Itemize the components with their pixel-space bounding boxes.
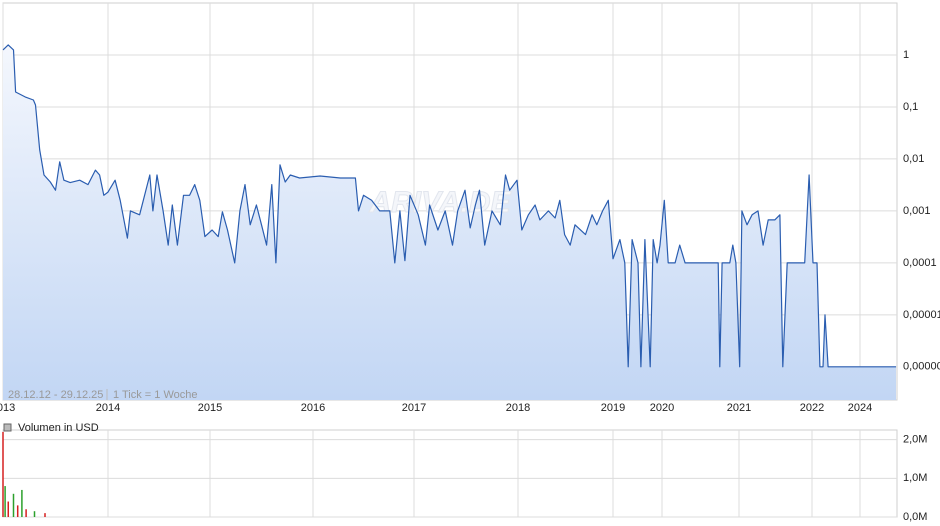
volume-bar [16,505,19,517]
y-tick-label: 0,1 [903,101,918,113]
x-tick-label: 2013 [0,402,15,414]
x-tick-label: 2019 [601,402,625,414]
x-tick-label: 2016 [301,402,325,414]
x-tick-label: 2021 [727,402,751,414]
y-tick-label: 0,001 [903,205,931,217]
x-tick-label: 2024 [848,402,872,414]
y-tick-label: 0,0001 [903,257,937,269]
mark-layer [2,44,896,517]
volume-bar [12,493,15,517]
y-tick-label: 0,01 [903,153,924,165]
volume-title: Volumen in USD [18,422,99,434]
x-tick-label: 2014 [96,402,120,414]
x-tick-label: 2017 [402,402,426,414]
y-tick-label: 2,0M [903,434,927,446]
volume-bar [33,511,36,517]
volume-frame [2,429,898,518]
y-tick-label: 0,0M [903,511,927,523]
x-tick-label: 2018 [506,402,530,414]
date-range: 28.12.12 - 29.12.25 [8,389,103,401]
x-tick-label: 2020 [650,402,674,414]
volume-bar [21,489,23,517]
volume-bar [2,431,4,517]
y-tick-label: 0,00001 [903,309,940,321]
x-tick-label: 2015 [198,402,222,414]
price-line [2,44,896,368]
volume-bar [7,501,9,517]
volume-bar [25,509,27,517]
area-layer [3,44,896,401]
y-tick-label: 1,0M [903,472,927,484]
volume-bar [4,486,6,517]
tick-note: 1 Tick = 1 Woche [113,389,197,401]
area [3,44,896,401]
volume-legend-swatch [3,423,12,432]
y-tick-label: 1 [903,49,909,61]
watermark: ARIVA.DE [368,186,511,219]
x-tick-label: 2022 [800,402,824,414]
volume-bar [44,513,46,517]
y-tick-label: 0,00000 [903,361,940,373]
